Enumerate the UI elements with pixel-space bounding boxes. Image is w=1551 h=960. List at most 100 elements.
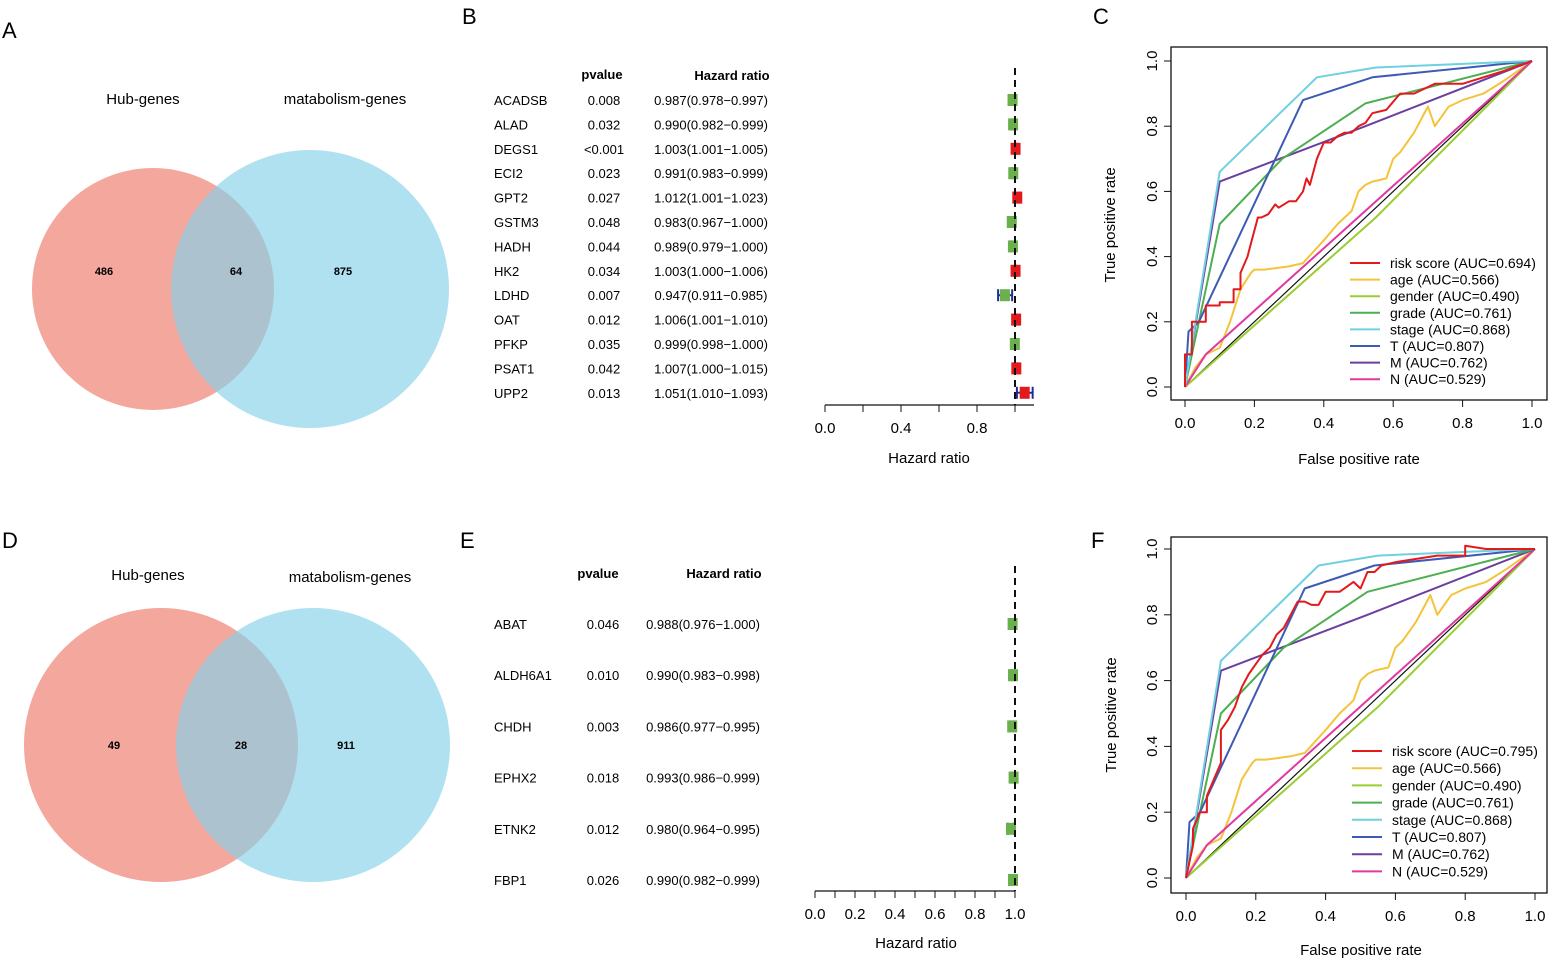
forest-pvalue-label: 0.012	[588, 313, 621, 328]
forest-x-tick-label: 0.8	[965, 906, 986, 923]
forest-pvalue-label: 0.010	[587, 668, 620, 683]
forest-gene-label: ECI2	[494, 166, 523, 181]
roc-c-xlabel: False positive rate	[1298, 451, 1420, 468]
roc-x-tick-label: 0.2	[1244, 415, 1265, 432]
venn-a-overlap-count: 64	[230, 266, 243, 278]
roc-legend-label: age (AUC=0.566)	[1392, 760, 1501, 776]
roc-x-tick-label: 0.2	[1245, 908, 1266, 925]
forest-gene-label: PFKP	[494, 337, 528, 352]
forest-x-tick-label: 0.0	[815, 420, 836, 437]
panel-e-letter: E	[460, 528, 475, 553]
forest-point	[999, 289, 1010, 302]
roc-legend-label: risk score (AUC=0.795)	[1392, 743, 1538, 759]
roc-c-plot: 0.0 0.0 0.2 0.2 0.4 0.4 0.6 0.6 0.8 0.8 1.0 1.0 risk…	[1144, 46, 1548, 432]
forest-pvalue-label: 0.046	[587, 617, 620, 632]
roc-y-tick-label: 0.2	[1144, 311, 1161, 332]
venn-d-left-count: 49	[108, 740, 120, 752]
forest-hr-label: 1.003(1.000−1.006)	[654, 264, 768, 279]
forest-point	[1019, 386, 1030, 399]
venn-d-right-label: matabolism-genes	[289, 569, 412, 586]
roc-legend-label: gender (AUC=0.490)	[1392, 777, 1522, 793]
forest-gene-label: LDHD	[494, 288, 529, 303]
roc-legend-label: stage (AUC=0.868)	[1390, 321, 1510, 337]
forest-hr-label: 0.990(0.982−0.999)	[646, 873, 760, 888]
roc-y-tick-label: 0.8	[1144, 604, 1161, 625]
roc-legend-label: M (AUC=0.762)	[1390, 355, 1488, 371]
forest-gene-label: DEGS1	[494, 142, 538, 157]
roc-legend-label: T (AUC=0.807)	[1392, 829, 1486, 845]
roc-diagonal	[1184, 60, 1533, 388]
forest-gene-label: ABAT	[494, 617, 527, 632]
roc-curve-grade	[1185, 548, 1536, 879]
forest-gene-label: ALAD	[494, 117, 528, 132]
forest-pvalue-label: 0.035	[588, 337, 621, 352]
forest-point	[1007, 94, 1018, 106]
panel-a: A Hub-genes matabolism-genes 486 64 875	[2, 18, 449, 428]
forest-b-plot: 0.0 0.4 0.8	[815, 68, 1034, 437]
forest-pvalue-label: 0.042	[588, 361, 621, 376]
forest-hr-label: 0.989(0.979−1.000)	[654, 239, 768, 254]
forest-pvalue-label: 0.027	[588, 191, 621, 206]
forest-e-pvalue-header: pvalue	[577, 566, 618, 581]
roc-legend-label: N (AUC=0.529)	[1390, 371, 1486, 387]
roc-legend-label: grade (AUC=0.761)	[1390, 305, 1512, 321]
panel-c-letter: C	[1093, 4, 1109, 29]
roc-legend-label: N (AUC=0.529)	[1392, 863, 1488, 879]
forest-hr-label: 0.988(0.976−1.000)	[646, 617, 760, 632]
roc-x-tick-label: 0.0	[1176, 908, 1197, 925]
forest-point	[1010, 264, 1021, 277]
roc-x-tick-label: 0.6	[1383, 415, 1404, 432]
roc-y-tick-label: 0.8	[1144, 116, 1161, 137]
roc-f-xlabel: False positive rate	[1300, 942, 1422, 959]
panel-d-letter: D	[2, 528, 18, 553]
roc-y-tick-label: 0.4	[1144, 736, 1161, 757]
roc-legend-label: M (AUC=0.762)	[1392, 846, 1490, 862]
forest-pvalue-label: 0.048	[588, 215, 621, 230]
forest-gene-label: EPHX2	[494, 771, 537, 786]
roc-x-tick-label: 0.8	[1452, 415, 1473, 432]
forest-hr-label: 1.003(1.001−1.005)	[654, 142, 768, 157]
roc-y-tick-label: 0.4	[1144, 246, 1161, 267]
roc-curve-gender	[1185, 548, 1536, 879]
forest-point	[1007, 618, 1018, 630]
roc-y-tick-label: 0.0	[1144, 868, 1161, 889]
panel-c: C 0.0 0.0 0.2 0.2 0.4 0.4 0.6 0.6 0.8 0.8 1.0 1.0 ri…	[1093, 4, 1548, 468]
roc-curve-N	[1184, 60, 1533, 388]
forest-pvalue-label: 0.034	[588, 264, 621, 279]
roc-curve-N	[1185, 548, 1536, 879]
forest-gene-label: CHDH	[494, 719, 532, 734]
forest-hr-label: 0.947(0.911−0.985)	[655, 288, 768, 303]
roc-y-tick-label: 0.2	[1144, 802, 1161, 823]
forest-point	[1008, 118, 1019, 131]
roc-legend-label: grade (AUC=0.761)	[1392, 795, 1514, 811]
forest-pvalue-label: 0.026	[587, 873, 620, 888]
venn-d-right-circle	[176, 608, 450, 882]
forest-pvalue-label: 0.012	[587, 822, 620, 837]
forest-gene-label: FBP1	[494, 873, 527, 888]
roc-y-tick-label: 1.0	[1144, 51, 1161, 72]
forest-hr-label: 1.051(1.010−1.093)	[654, 386, 768, 401]
forest-point	[1010, 142, 1021, 155]
forest-x-tick-label: 1.0	[1005, 906, 1026, 923]
roc-legend-label: risk score (AUC=0.694)	[1390, 255, 1536, 271]
roc-f-ylabel: True positive rate	[1103, 657, 1120, 772]
panel-f-letter: F	[1091, 528, 1104, 553]
forest-gene-label: ALDH6A1	[494, 668, 552, 683]
roc-curve-T	[1184, 60, 1533, 388]
forest-x-tick-label: 0.8	[967, 420, 988, 437]
venn-d-overlap-count: 28	[235, 740, 247, 752]
forest-point	[1007, 240, 1018, 253]
forest-pvalue-label: 0.032	[588, 117, 621, 132]
forest-gene-label: OAT	[494, 313, 520, 328]
forest-gene-label: ACADSB	[494, 93, 547, 108]
forest-gene-label: GPT2	[494, 191, 528, 206]
forest-gene-label: HK2	[494, 264, 519, 279]
venn-a-left-label: Hub-genes	[106, 91, 179, 108]
roc-legend-label: T (AUC=0.807)	[1390, 338, 1484, 354]
roc-curve-risk	[1184, 60, 1533, 387]
roc-curve-gender	[1184, 60, 1533, 388]
forest-pvalue-label: 0.023	[588, 166, 621, 181]
forest-gene-label: GSTM3	[494, 215, 539, 230]
roc-y-tick-label: 0.6	[1144, 670, 1161, 691]
